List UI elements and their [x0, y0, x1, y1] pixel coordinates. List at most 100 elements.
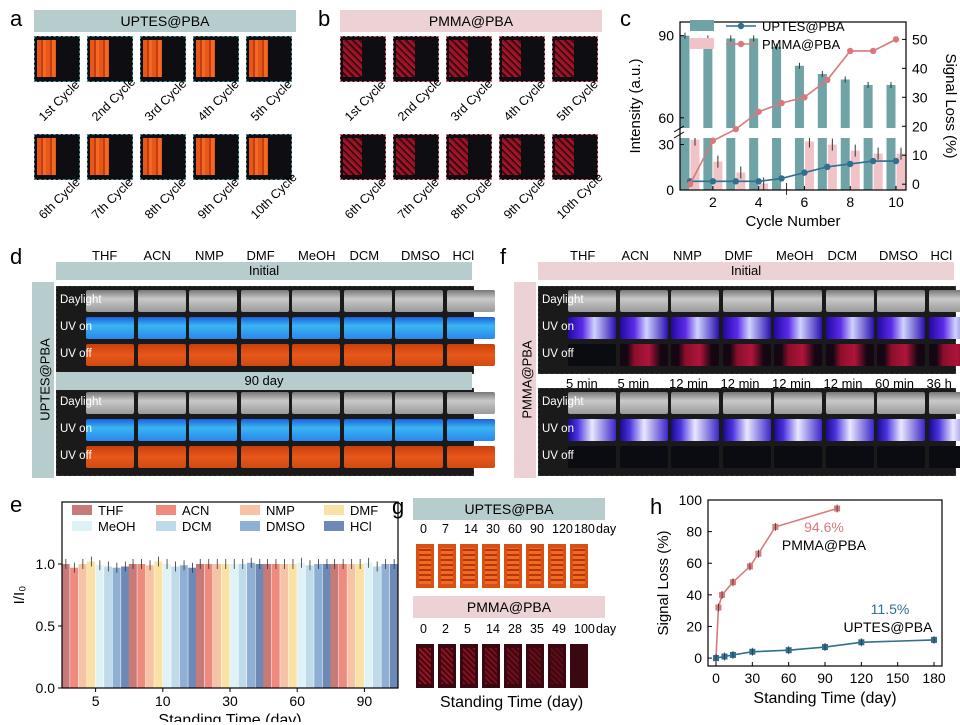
point-UPTES@PBA — [824, 163, 831, 171]
day-label: 14 — [464, 522, 478, 536]
solvent-strip — [240, 392, 289, 414]
solvent-strip — [292, 290, 340, 312]
annotation-uptes-name: UPTES@PBA — [844, 619, 934, 635]
solvent-strip — [446, 344, 495, 366]
bar-HCl — [389, 564, 398, 688]
cycle-photo-glow — [343, 40, 362, 77]
solvent-strip — [137, 290, 186, 312]
bar-NMP — [213, 564, 221, 688]
x-tick-label: 90 — [817, 670, 833, 686]
solvent-header: DMSO — [401, 248, 440, 263]
y-tick-label: 0.0 — [36, 680, 56, 696]
cycle-photo-glow — [196, 40, 215, 77]
legend-swatch — [240, 505, 260, 515]
cycle-photo-glow — [249, 138, 268, 175]
day-label: 7 — [442, 522, 449, 536]
bar-DMF — [221, 564, 230, 688]
bar-NMP — [280, 564, 289, 688]
aging-photo-uptes — [482, 544, 500, 588]
bar-DCM — [372, 566, 381, 688]
solvent-strip — [189, 344, 237, 366]
cycle-photo-glow — [396, 40, 415, 77]
aging-photo-texture — [551, 648, 563, 684]
solvent-strip — [671, 290, 719, 312]
cycle-photo — [246, 134, 292, 180]
bar-uptes — [680, 35, 690, 191]
row-label: UV on — [60, 423, 92, 435]
cycle-label: 7th Cycle — [89, 175, 136, 222]
day-unit: day — [596, 522, 617, 536]
legend-label: PMMA@PBA — [762, 37, 841, 52]
solvent-strip — [619, 392, 668, 414]
chart-e: 5 10 30 60 90 0.0 0.5 1.0 Standing Time (day) I/I… — [11, 501, 399, 722]
legend-label: DMSO — [266, 519, 305, 534]
cycle-photo — [340, 36, 386, 82]
point-PMMA@PBA — [709, 137, 717, 144]
solvent-strip — [619, 317, 668, 339]
x-tick-label: 5 — [92, 693, 100, 709]
solvent-strip — [928, 344, 960, 366]
solvent-strip — [292, 344, 340, 366]
solvent-strip — [722, 446, 771, 468]
line-PMMA@PBA — [689, 38, 897, 185]
annotation-pmma-name: PMMA@PBA — [782, 537, 867, 553]
day-label: 35 — [530, 622, 544, 636]
day-unit: day — [596, 622, 617, 636]
bar-DCM — [238, 564, 247, 688]
solvent-strip — [137, 446, 186, 468]
solvent-header: ACN — [621, 248, 649, 263]
point-UPTES@PBA — [732, 178, 739, 185]
bar-MeOH — [162, 564, 171, 688]
x-axis-label: Standing Time (day) — [753, 690, 896, 707]
day-label: 2 — [442, 622, 449, 636]
bar-DMF — [154, 561, 163, 688]
solvent-strip — [671, 344, 719, 366]
side-label: UPTES@PBA — [37, 338, 53, 421]
point-UPTES@PBA — [801, 169, 808, 176]
cycle-photo — [193, 134, 239, 180]
day-label: 14 — [486, 622, 500, 636]
cycle-label: 9th Cycle — [195, 175, 242, 222]
cycle-label: 3rd Cycle — [448, 76, 496, 124]
y-tick-label: 0.5 — [36, 618, 56, 634]
cycle-photo-glow — [502, 138, 521, 175]
day-label: 0 — [420, 622, 427, 636]
plot-frame — [61, 501, 399, 689]
aging-photo-texture — [441, 548, 453, 584]
legend-label: DMF — [350, 503, 378, 518]
x-tick-label: 60 — [781, 670, 797, 686]
solvent-header: HCl — [930, 248, 953, 263]
row-label: UV off — [542, 450, 574, 462]
solvent-strip — [825, 446, 874, 468]
cycle-label: 8th Cycle — [142, 175, 189, 222]
solvent-strip — [619, 344, 668, 366]
solvent-strip — [189, 290, 237, 312]
row-label: Daylight — [542, 396, 584, 408]
aging-photo-pmma — [438, 644, 456, 688]
x-axis-label: Standing Time (day) — [158, 712, 301, 722]
solvent-strip — [722, 419, 771, 441]
point-UPTES@PBA — [892, 157, 900, 165]
point-PMMA@PBA — [801, 94, 808, 101]
time-label: 60 min — [875, 376, 915, 391]
bar-DMF — [288, 564, 297, 688]
panel-b-letter: b — [318, 6, 331, 31]
cycle-label: 8th Cycle — [448, 175, 495, 222]
bar-ACN — [338, 564, 347, 688]
solvent-strip — [189, 446, 237, 468]
y2-tick-label: 30 — [912, 89, 928, 105]
legend-label: HCl — [350, 519, 372, 534]
solvent-strip — [395, 419, 443, 441]
line-UPTES@PBA — [690, 160, 896, 183]
solvent-strip — [292, 317, 340, 339]
solvent-strip — [825, 419, 874, 441]
solvent-strip — [568, 419, 616, 441]
y-axis-label: I/I₀ — [11, 586, 28, 605]
solvent-strip — [774, 446, 822, 468]
panel-g-letter: g — [392, 494, 405, 519]
cycle-photo — [340, 134, 386, 180]
cycle-label: 1st Cycle — [36, 77, 83, 124]
y2-tick-label: 20 — [912, 118, 928, 134]
solvent-header: DMF — [724, 248, 753, 263]
bar-uptes — [749, 38, 759, 190]
